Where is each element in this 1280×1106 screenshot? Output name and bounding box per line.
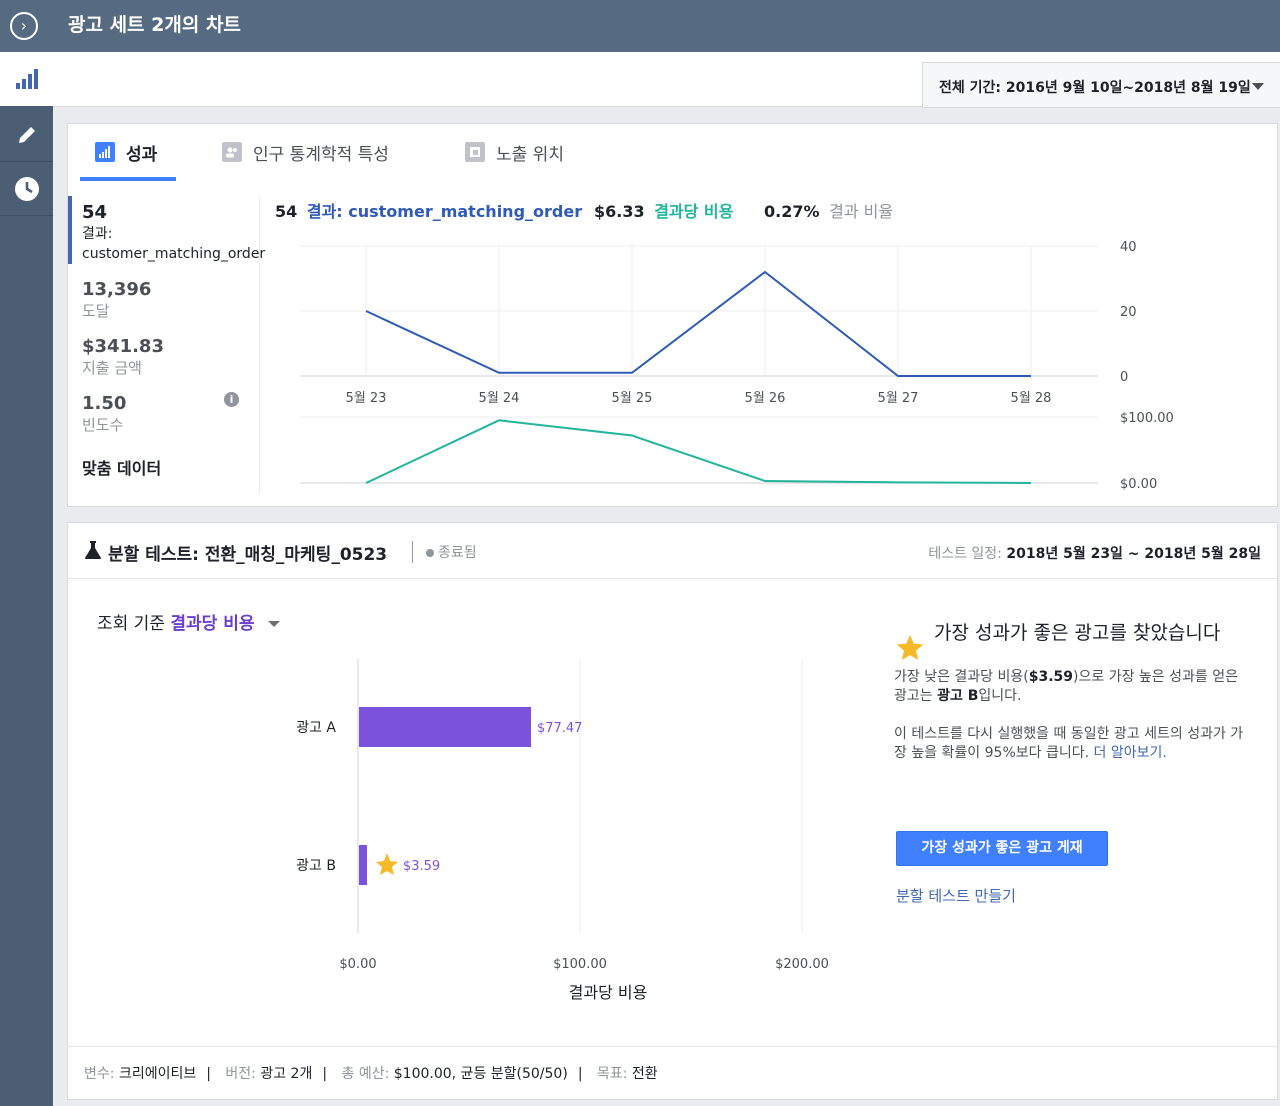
summary-results: 54 결과: customer_matching_order [275, 198, 582, 222]
metric-value: 54 [82, 202, 108, 223]
tab-label: 인구 통계학적 특성 [253, 144, 389, 165]
top-header: › 광고 세트 2개의 차트 [0, 0, 1280, 52]
x-tick-label: 5월 23 [346, 391, 387, 406]
tab-performance[interactable]: 성과 [95, 124, 157, 180]
performance-panel: 성과 인구 통계학적 특성 노출 위치 54 결과: customer_matc… [67, 123, 1278, 507]
caret-down-icon [1252, 83, 1264, 90]
view-by-value: 결과당 비용 [170, 614, 255, 634]
metric-value: $341.83 [82, 336, 164, 357]
metric-label: 맞춤 데이터 [82, 459, 162, 478]
metric-label: 도달 [82, 302, 110, 320]
metric-value: 1.50 [82, 393, 127, 414]
cost-per-result-series-line [365, 419, 1032, 484]
metric-results[interactable]: 54 결과: customer_matching_order [82, 202, 266, 264]
metric-label: 결과: [82, 226, 113, 242]
bar-category-label: 광고 A [296, 720, 336, 736]
people-icon [222, 142, 242, 162]
learn-more-link[interactable]: 더 알아보기. [1093, 745, 1167, 761]
x-tick-label: $0.00 [339, 957, 376, 972]
toolbar: 전체 기간: 2016년 9월 10일~2018년 8월 19일 [53, 52, 1280, 108]
y-tick-label: 0 [1120, 370, 1128, 385]
x-tick-label: 5월 28 [1011, 391, 1052, 406]
tab-placement[interactable]: 노출 위치 [465, 124, 564, 180]
bar-chart-icon [95, 142, 115, 162]
results-line-chart: 40 20 0 $100.00 $0.00 5월 23 5월 24 5월 25 5월 26 5월 … [300, 240, 1174, 492]
cost-per-result-bar-chart: $0.00 $100.00 $200.00 결과당 비용 광고 A $77.47 광고 B $… [296, 659, 829, 1002]
summary-rate: 0.27% 결과 비율 [764, 198, 893, 222]
metric-value: 13,396 [82, 279, 152, 300]
bar [359, 707, 531, 747]
metric-frequency[interactable]: 1.50 빈도수 [82, 393, 262, 435]
x-axis-label: 결과당 비용 [569, 983, 648, 1002]
x-tick-label: 5월 24 [479, 391, 520, 406]
tab-label: 노출 위치 [496, 144, 564, 165]
x-tick-label: $200.00 [775, 957, 829, 972]
results-series-line [365, 270, 1031, 377]
status-badge: 종료됨 [426, 542, 477, 562]
summary-cpr: $6.33 결과당 비용 [594, 198, 733, 222]
flask-icon [85, 541, 101, 559]
metric-reach[interactable]: 13,396 도달 [82, 279, 262, 321]
clock-icon [14, 176, 39, 201]
divider [412, 541, 413, 563]
view-by-label: 조회 기준 [97, 614, 165, 634]
summary-value: $6.33 [594, 202, 645, 221]
winner-confidence: 이 테스트를 다시 실행했을 때 동일한 광고 세트의 성과가 가장 높을 확률… [894, 726, 1244, 761]
sidebar-item-edit[interactable] [0, 108, 53, 162]
bar-value-label: $3.59 [403, 859, 440, 874]
test-schedule: 테스트 일정: 2018년 5월 23일 ~ 2018년 5월 28일 [928, 546, 1261, 562]
active-metric-indicator [68, 196, 72, 264]
winner-title: 가장 성과가 좋은 광고를 찾았습니다 [934, 622, 1221, 644]
placement-icon [465, 142, 485, 162]
date-range-label: 전체 기간: 2016년 9월 10일~2018년 8월 19일 [939, 80, 1251, 96]
sidebar-item-history[interactable] [0, 162, 53, 216]
split-test-title: 분할 테스트: 전환_매칭_마케팅_0523 [108, 545, 388, 565]
summary-value: 54 [275, 202, 298, 221]
summary-value: 0.27% [764, 202, 820, 221]
split-test-footer: 변수: 크리에이티브 | 버전: 광고 2개 | 총 예산: $100.00, 균등… [68, 1046, 1277, 1101]
caret-down-icon [267, 621, 280, 627]
tab-label: 성과 [126, 144, 158, 165]
winner-description: 가장 낮은 결과당 비용($3.59)으로 가장 높은 성과를 얻은 광고는 광… [894, 669, 1238, 704]
y-tick-label: $100.00 [1120, 411, 1174, 426]
promote-best-ad-button[interactable]: 가장 성과가 좋은 광고 게재 [896, 831, 1108, 866]
split-test-header: 분할 테스트: 전환_매칭_마케팅_0523 종료됨 테스트 일정: 2018년… [68, 523, 1277, 579]
split-test-panel: 분할 테스트: 전환_매칭_마케팅_0523 종료됨 테스트 일정: 2018년… [67, 522, 1278, 1100]
metric-spend[interactable]: $341.83 지출 금액 [82, 336, 262, 378]
bar [359, 845, 367, 885]
metric-custom-data[interactable]: 맞춤 데이터 [82, 458, 262, 480]
info-icon[interactable]: i [224, 392, 239, 407]
metric-label: 빈도수 [82, 416, 124, 434]
y-tick-label: 40 [1120, 240, 1137, 255]
bar-category-label: 광고 B [296, 858, 336, 874]
metric-sublabel: customer_matching_order [82, 246, 266, 262]
y-tick-label: $0.00 [1120, 477, 1157, 492]
date-range-dropdown[interactable]: 전체 기간: 2016년 9월 10일~2018년 8월 19일 [922, 62, 1280, 108]
x-tick-label: 5월 25 [612, 391, 653, 406]
star-icon [375, 853, 398, 875]
status-dot-icon [426, 549, 434, 557]
pencil-icon [18, 126, 35, 143]
winner-card: 가장 성과가 좋은 광고를 찾았습니다 가장 낮은 결과당 비용($3.59)으… [894, 621, 1244, 763]
summary-label: 결과 비율 [829, 202, 894, 221]
bar-chart-icon [15, 69, 38, 89]
active-tab-indicator [80, 177, 176, 181]
bar-value-label: $77.47 [537, 721, 583, 736]
chevron-right-circle-icon[interactable]: › [10, 12, 38, 40]
sidebar-item-charts[interactable] [0, 52, 53, 106]
x-tick-label: 5월 27 [878, 391, 919, 406]
x-tick-label: $100.00 [553, 957, 607, 972]
view-by-dropdown[interactable]: 조회 기준 결과당 비용 [97, 609, 280, 634]
page-title: 광고 세트 2개의 차트 [68, 14, 241, 36]
left-sidebar [0, 52, 53, 1106]
summary-label: 결과: customer_matching_order [306, 202, 583, 221]
y-tick-label: 20 [1120, 305, 1137, 320]
x-tick-label: 5월 26 [745, 391, 786, 406]
star-icon [896, 634, 924, 660]
metric-label: 지출 금액 [82, 359, 142, 377]
divider [259, 196, 260, 494]
tab-demographics[interactable]: 인구 통계학적 특성 [222, 124, 389, 180]
create-split-test-link[interactable]: 분할 테스트 만들기 [896, 887, 1016, 905]
summary-label: 결과당 비용 [654, 202, 734, 221]
